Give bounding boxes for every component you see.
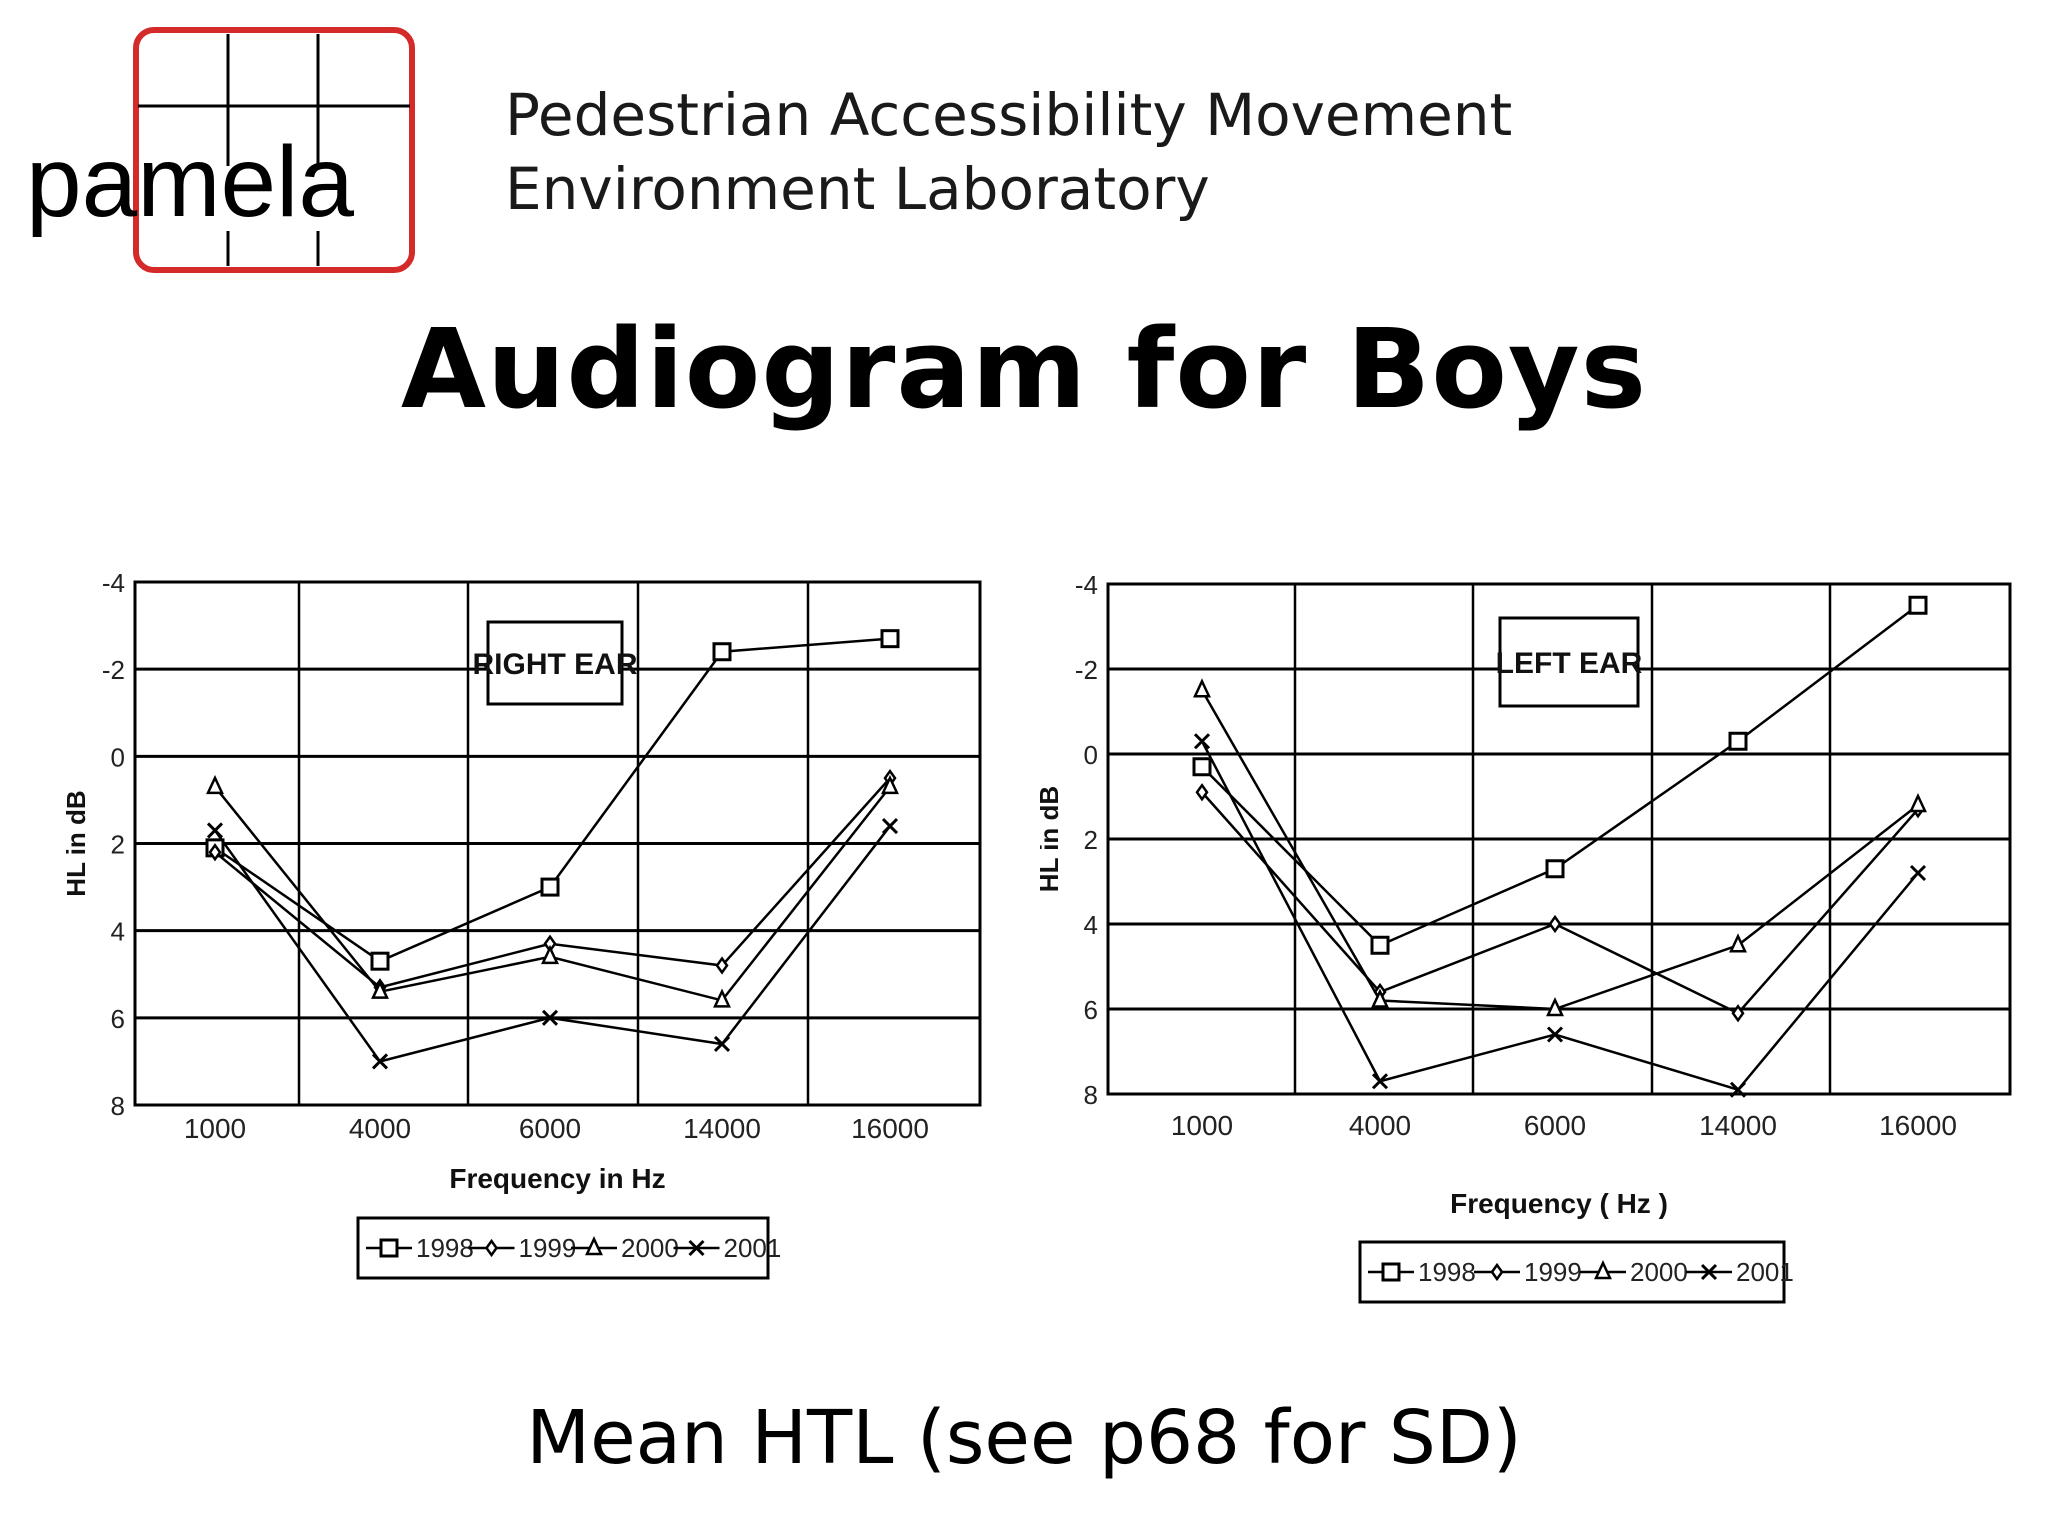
data-point-1999 [1548,914,1562,934]
y-tick-label: -2 [102,655,125,685]
y-tick-label: 4 [1084,910,1098,940]
data-point-2000 [1546,997,1564,1017]
chart-title: RIGHT EAR [473,648,638,681]
data-point-1998 [1908,595,1928,615]
legend-marker [585,1236,603,1256]
data-point-1998 [712,642,732,662]
y-tick-label: 8 [111,1091,125,1121]
data-point-1999 [1731,1004,1745,1023]
x-axis-title: Frequency in Hz [449,1163,665,1194]
chart-title-box [1498,616,1640,708]
data-point-2000 [1371,988,1389,1008]
x-tick-label: 14000 [683,1113,761,1144]
slide-title: Audiogram for Boys [400,305,1648,433]
data-point-2001 [1371,1073,1389,1090]
y-tick-label: -2 [1075,655,1098,685]
y-tick-label: 6 [1084,995,1098,1025]
legend-label: 1999 [519,1233,577,1263]
x-tick-label: 4000 [349,1113,411,1144]
legend-marker [1490,1262,1504,1282]
y-tick-label: 8 [1084,1080,1098,1110]
legend-label: 1998 [416,1233,474,1263]
legend-label: 1999 [1524,1257,1582,1287]
organization-name: Pedestrian Accessibility Movement Enviro… [505,78,1512,226]
data-point-2001 [541,1009,559,1026]
legend-marker [484,1238,499,1258]
data-point-2001 [1546,1026,1564,1043]
data-point-1998 [880,629,900,649]
footer-note: Mean HTL (see p68 for SD) [526,1395,1522,1481]
data-point-2001 [1193,733,1211,750]
data-point-1999 [1195,783,1209,802]
y-axis-title: HL in dB [61,790,91,896]
legend-label: 2000 [621,1233,679,1263]
right-ear-chart: -4 -2 0 2 4 6 8 1000 4000 6000 14000 16000 HL in dB F… [61,568,982,1280]
legend-label: 2001 [724,1233,782,1263]
data-point-2000 [541,944,559,965]
data-point-2001 [1729,1081,1747,1098]
chart-title: LEFT EAR [1496,647,1643,680]
y-axis-title: HL in dB [1040,786,1064,892]
legend-marker [1700,1263,1718,1281]
legend-marker [1594,1260,1612,1280]
legend-marker [688,1239,705,1257]
x-tick-label: 4000 [1349,1110,1411,1141]
legend-marker [379,1238,399,1258]
data-point-2001 [881,818,899,835]
left-ear-chart: -4 -2 0 2 4 6 8 1000 4000 6000 14000 16000 HL in dB F… [1040,570,2012,1304]
x-tick-label: 1000 [1171,1110,1233,1141]
data-point-2001 [371,1053,389,1070]
data-point-1999 [208,843,222,862]
data-point-2000 [1909,793,1927,813]
x-tick-label: 6000 [519,1113,581,1144]
data-point-2000 [881,774,899,795]
data-point-2000 [206,774,224,795]
x-tick-label: 16000 [851,1113,929,1144]
data-point-2001 [713,1035,731,1053]
data-point-1998 [1192,757,1212,777]
y-tick-label: 2 [1084,825,1098,855]
data-point-2000 [371,979,389,999]
data-point-1998 [1545,859,1565,879]
data-point-1998 [1370,935,1390,955]
x-tick-label: 6000 [1524,1110,1586,1141]
x-tick-label: 16000 [1879,1110,1957,1141]
y-tick-label: -4 [1075,570,1098,600]
y-tick-label: 0 [1084,740,1098,770]
data-point-1998 [540,877,560,897]
data-point-1999 [715,956,729,975]
pamela-logo: pamela [26,27,415,273]
legend-label: 2000 [1630,1257,1688,1287]
chart-title-box [486,620,624,706]
data-point-2000 [713,988,731,1008]
legend-label: 2001 [1736,1257,1794,1287]
x-tick-label: 1000 [184,1113,246,1144]
y-tick-label: 6 [111,1004,125,1034]
data-point-2001 [206,822,224,839]
data-point-2000 [1193,678,1211,698]
org-line-2: Environment Laboratory [505,155,1210,223]
logo-text: pamela [26,126,354,238]
y-tick-label: 0 [111,742,125,772]
data-point-1998 [370,951,390,971]
data-point-1998 [1728,731,1748,751]
data-point-2000 [1729,933,1747,953]
y-tick-label: -4 [102,568,125,598]
legend-marker [1381,1262,1401,1282]
legend-label: 1998 [1418,1257,1476,1287]
org-line-1: Pedestrian Accessibility Movement [505,81,1513,149]
x-tick-label: 14000 [1699,1110,1777,1141]
data-point-2001 [1909,864,1927,882]
y-tick-label: 4 [111,917,125,947]
x-axis-title: Frequency ( Hz ) [1450,1188,1668,1219]
y-tick-label: 2 [111,830,125,860]
